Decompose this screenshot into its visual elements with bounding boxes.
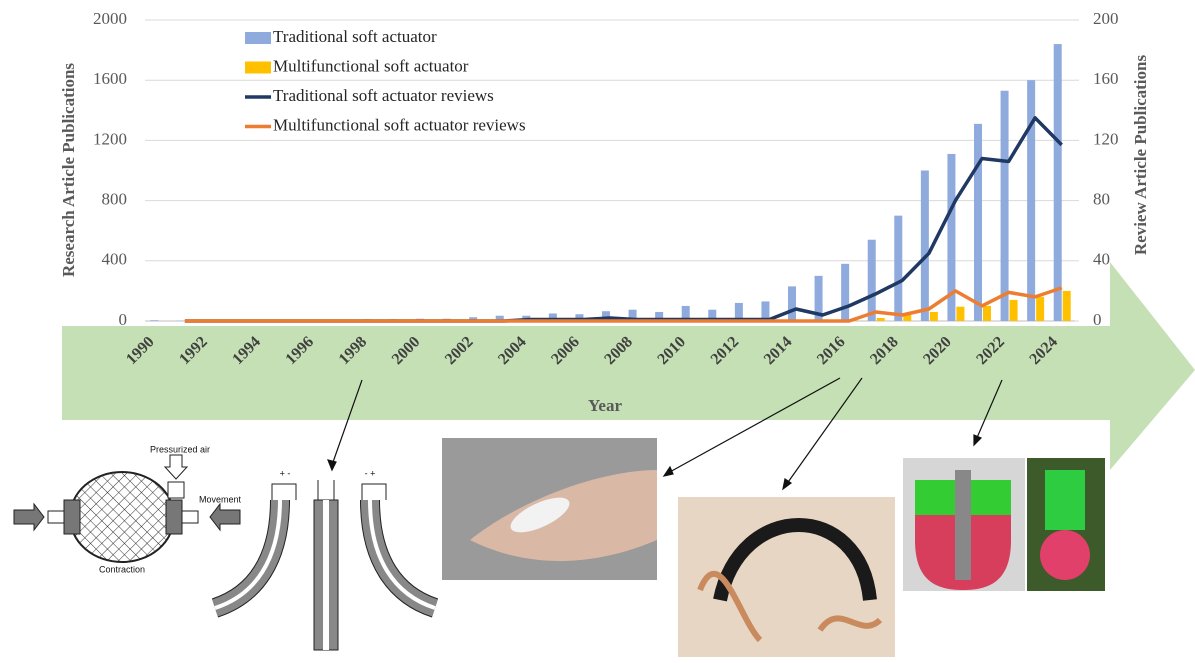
legend-label: Multifunctional soft actuator (273, 56, 469, 75)
bar (788, 286, 796, 321)
y-tick-label: 0 (119, 310, 128, 329)
legend-label: Traditional soft actuator reviews (273, 86, 494, 105)
bar (877, 318, 885, 321)
y2-tick-label: 40 (1093, 250, 1110, 269)
label: Pressurized air (150, 444, 210, 454)
bar (150, 320, 158, 321)
photo-copper-actuator (678, 497, 895, 657)
y-tick-label: 2000 (93, 9, 127, 28)
label: Contraction (99, 564, 145, 574)
legend-swatch (245, 32, 271, 44)
bar (956, 307, 964, 321)
bar (894, 216, 902, 321)
bar (1036, 297, 1044, 321)
bar (1027, 80, 1035, 321)
bar (921, 171, 929, 322)
y-tick-label: 1600 (93, 69, 127, 88)
bar (974, 124, 982, 321)
label: Movement (199, 494, 242, 504)
polarity-label: - + (365, 468, 376, 478)
polarity-label: + - (280, 468, 291, 478)
bar (868, 240, 876, 321)
bar (930, 312, 938, 321)
bar (1063, 291, 1071, 321)
ionic-actuator-diagram: + - - + (215, 468, 435, 650)
y2-tick-label: 160 (1093, 69, 1119, 88)
y-tick-label: 800 (102, 190, 128, 209)
bar (1054, 44, 1062, 321)
y-tick-label: 400 (102, 250, 128, 269)
y2-tick-label: 120 (1093, 129, 1119, 148)
photo-hand (442, 438, 657, 580)
legend-label: Multifunctional soft actuator reviews (273, 115, 526, 134)
bar (983, 306, 991, 321)
bar (1010, 300, 1018, 321)
bar (841, 264, 849, 321)
legend-label: Traditional soft actuator (273, 27, 437, 46)
y-tick-label: 1200 (93, 129, 127, 148)
y2-tick-label: 80 (1093, 190, 1110, 209)
photo-gripper (903, 458, 1105, 591)
y-axis-title: Research Article Publications (59, 63, 78, 277)
y2-tick-label: 200 (1093, 9, 1119, 28)
pneumatic-actuator-diagram: Pressurized air Movement Contraction (14, 444, 242, 574)
x-axis-title: Year (588, 396, 622, 415)
legend-swatch (245, 62, 271, 74)
bar (1001, 91, 1009, 321)
line-series (185, 118, 1062, 321)
y2-tick-label: 0 (1093, 310, 1102, 329)
y2-axis-title: Review Article Publications (1131, 55, 1150, 256)
